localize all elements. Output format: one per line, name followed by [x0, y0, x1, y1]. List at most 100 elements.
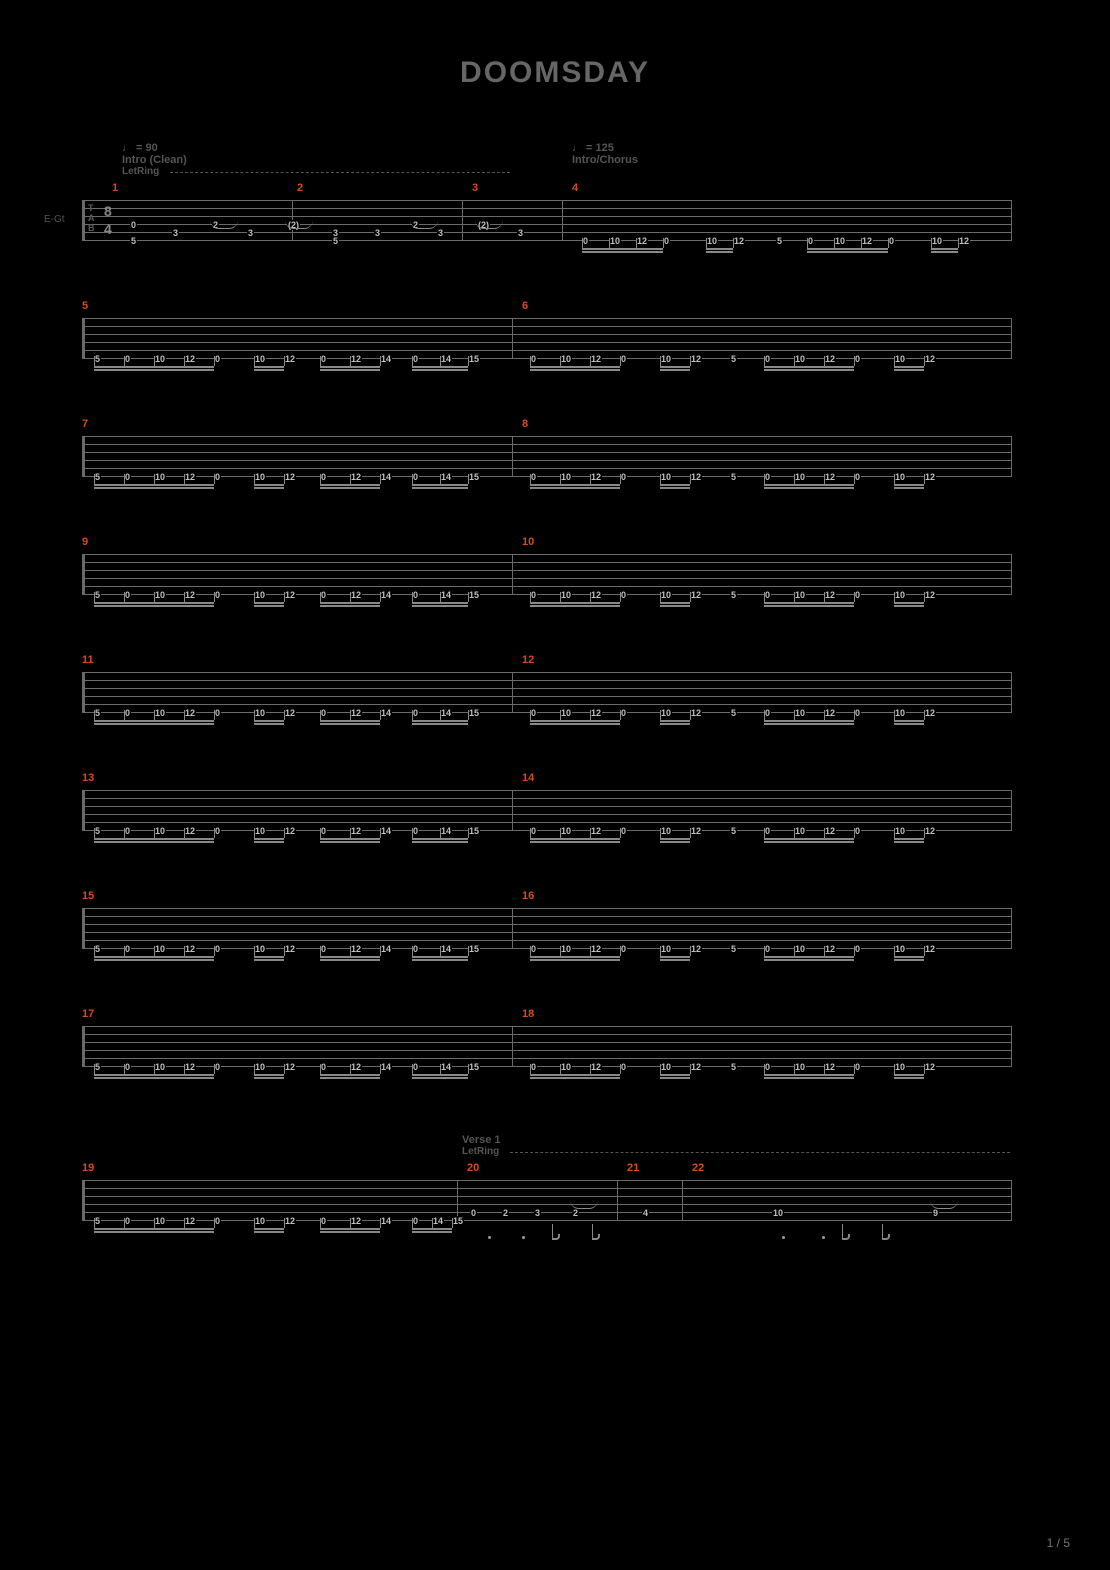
fret-number: 12	[284, 472, 296, 482]
fret-number: 5	[94, 826, 101, 836]
fret-number: 12	[590, 708, 602, 718]
beam-group	[94, 1228, 214, 1236]
fret-number: 10	[894, 826, 906, 836]
fret-number: 14	[380, 590, 392, 600]
fret-number: 10	[254, 1062, 266, 1072]
fret-number: 15	[468, 944, 480, 954]
fret-number: 12	[690, 708, 702, 718]
fret-number: 10	[794, 826, 806, 836]
beam-group	[320, 1074, 380, 1082]
fret-number: 0	[214, 708, 221, 718]
beam-group	[254, 956, 284, 964]
fret-number: 12	[924, 472, 936, 482]
fret-number: 0	[320, 826, 327, 836]
fret-number: 0	[130, 220, 137, 230]
fret-number: 14	[380, 708, 392, 718]
beam-group	[320, 838, 380, 846]
fret-number: 0	[124, 1216, 131, 1226]
fret-number: 10	[154, 354, 166, 364]
beam-group	[894, 484, 924, 492]
fret-number: 15	[452, 1216, 464, 1226]
fret-number: 3	[437, 228, 444, 238]
beam-group	[94, 484, 214, 492]
beam-group	[660, 366, 690, 374]
beam-group	[660, 484, 690, 492]
fret-number: 0	[124, 354, 131, 364]
fret-number: 5	[730, 826, 737, 836]
fret-number: 12	[184, 944, 196, 954]
fret-number: 0	[530, 708, 537, 718]
fret-number: 0	[124, 472, 131, 482]
beam-group	[660, 720, 690, 728]
fret-number: 12	[284, 826, 296, 836]
fret-number: 0	[214, 826, 221, 836]
fret-number: 15	[468, 708, 480, 718]
bar-number: 13	[82, 772, 94, 784]
beam-group	[894, 838, 924, 846]
fret-number: 14	[380, 1062, 392, 1072]
bar-number: 17	[82, 1008, 94, 1020]
beam-group	[894, 602, 924, 610]
fret-number: 12	[284, 354, 296, 364]
bar-number: 2	[297, 182, 303, 194]
fret-number: 15	[468, 826, 480, 836]
instrument-label: E-Gt	[44, 214, 65, 225]
beam-group	[412, 1228, 452, 1236]
fret-number: 5	[776, 236, 783, 246]
beam-group	[931, 248, 958, 256]
fret-number: 0	[470, 1208, 477, 1218]
fret-number: 0	[412, 944, 419, 954]
fret-number: 12	[284, 1216, 296, 1226]
fret-number: 12	[690, 590, 702, 600]
fret-number: 12	[590, 354, 602, 364]
fret-number: 14	[440, 1062, 452, 1072]
fret-number: 10	[894, 354, 906, 364]
fret-number: 15	[468, 354, 480, 364]
fret-number: 10	[894, 944, 906, 954]
beam-group	[894, 366, 924, 374]
beam-group	[530, 720, 620, 728]
section-label: Intro (Clean)	[122, 154, 187, 166]
fret-number: 0	[320, 472, 327, 482]
fret-number: 3	[172, 228, 179, 238]
fret-number: 10	[154, 1062, 166, 1072]
fret-number: 14	[380, 826, 392, 836]
letring-label: LetRing	[122, 166, 159, 177]
fret-number: 5	[94, 354, 101, 364]
fret-number: 0	[124, 944, 131, 954]
fret-number: 12	[350, 590, 362, 600]
fret-number: 0	[214, 944, 221, 954]
fret-number: 15	[468, 1062, 480, 1072]
fret-number: 10	[154, 472, 166, 482]
fret-number: 10	[834, 236, 846, 246]
fret-number: 12	[350, 826, 362, 836]
fret-number: 10	[660, 826, 672, 836]
fret-number: 5	[332, 236, 339, 246]
fret-number: 0	[764, 590, 771, 600]
fret-number: 0	[412, 354, 419, 364]
beam-group	[530, 838, 620, 846]
beam-group	[412, 720, 468, 728]
fret-number: 10	[254, 708, 266, 718]
fret-number: 12	[350, 1062, 362, 1072]
fret-number: 12	[824, 708, 836, 718]
beam-group	[530, 602, 620, 610]
fret-number: 5	[94, 1062, 101, 1072]
fret-number: 12	[690, 944, 702, 954]
fret-number: 10	[254, 944, 266, 954]
fret-number: 0	[530, 944, 537, 954]
fret-number: 0	[124, 708, 131, 718]
fret-number: 12	[590, 590, 602, 600]
beam-group	[706, 248, 733, 256]
fret-number: 0	[888, 236, 895, 246]
bar-number: 7	[82, 418, 88, 430]
fret-number: 12	[824, 590, 836, 600]
bar-number: 18	[522, 1008, 534, 1020]
fret-number: 12	[284, 944, 296, 954]
fret-number: 0	[620, 472, 627, 482]
fret-number: 0	[807, 236, 814, 246]
section-label: Intro/Chorus	[572, 154, 638, 166]
fret-number: 0	[530, 472, 537, 482]
fret-number: 5	[730, 944, 737, 954]
fret-number: 10	[154, 826, 166, 836]
